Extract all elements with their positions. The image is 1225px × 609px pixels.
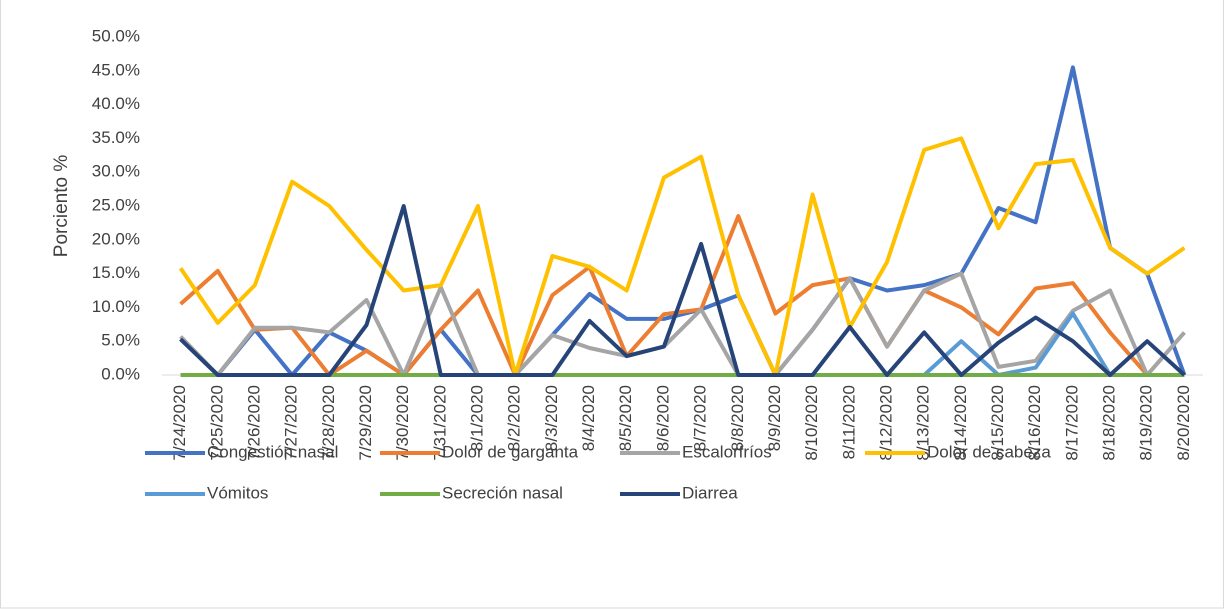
y-tick-label: 10.0%: [92, 297, 140, 316]
x-tick-label: 8/3/2020: [542, 385, 561, 451]
x-tick-label: 8/20/2020: [1174, 385, 1193, 461]
x-tick-label: 8/9/2020: [765, 385, 784, 451]
series-line: [179, 214, 1185, 377]
legend-label: Congestión nasal: [207, 442, 338, 461]
x-tick-label: 8/16/2020: [1025, 385, 1044, 461]
x-tick-label: 8/6/2020: [653, 385, 672, 451]
x-tick-label: 7/26/2020: [244, 385, 263, 461]
x-tick-label: 7/27/2020: [282, 385, 301, 461]
x-tick-label: 7/28/2020: [319, 385, 338, 461]
legend-label: Diarrea: [682, 483, 738, 502]
x-tick-label: 8/8/2020: [728, 385, 747, 451]
x-tick-label: 8/1/2020: [468, 385, 487, 451]
y-tick-label: 40.0%: [92, 94, 140, 113]
legend-label: Secreción nasal: [442, 483, 563, 502]
x-tick-label: 8/17/2020: [1062, 385, 1081, 461]
legend-label: Vómitos: [207, 483, 268, 502]
x-tick-label: 7/29/2020: [356, 385, 375, 461]
y-tick-label: 20.0%: [92, 229, 140, 248]
x-tick-label: 8/14/2020: [951, 385, 970, 461]
x-tick-label: 8/15/2020: [988, 385, 1007, 461]
legend-label: Dolor de garganta: [442, 442, 579, 461]
y-tick-label: 25.0%: [92, 195, 140, 214]
series-line: [179, 271, 1186, 377]
y-tick-label: 30.0%: [92, 162, 140, 181]
y-tick-label: 0.0%: [101, 364, 140, 383]
x-tick-label: 8/19/2020: [1137, 385, 1156, 461]
x-tick-label: 7/30/2020: [393, 385, 412, 461]
x-tick-label: 8/2/2020: [505, 385, 524, 451]
x-tick-label: 8/10/2020: [802, 385, 821, 461]
x-tick-label: 8/13/2020: [914, 385, 933, 461]
y-tick-label: 15.0%: [92, 263, 140, 282]
x-tick-label: 8/12/2020: [876, 385, 895, 461]
x-tick-label: 7/31/2020: [430, 385, 449, 461]
y-tick-label: 50.0%: [92, 26, 140, 45]
x-tick-label: 8/4/2020: [579, 385, 598, 451]
y-tick-label: 35.0%: [92, 128, 140, 147]
y-axis-label: Porciento %: [51, 155, 72, 258]
x-tick-label: 8/11/2020: [839, 385, 858, 459]
x-tick-label: 8/18/2020: [1100, 385, 1119, 461]
series-line: [178, 136, 1186, 377]
legend-label: Escalorfríos: [682, 442, 772, 461]
series-line: [179, 204, 1186, 377]
y-tick-label: 5.0%: [101, 331, 140, 350]
x-tick-label: 8/7/2020: [691, 385, 710, 451]
series-line: [179, 65, 1187, 377]
legend-label: Dolor de cabeza: [927, 442, 1051, 461]
x-tick-label: 7/24/2020: [170, 385, 189, 461]
y-tick-label: 45.0%: [92, 60, 140, 79]
x-tick-label: 8/5/2020: [616, 385, 635, 451]
x-tick-label: 7/25/2020: [207, 385, 226, 461]
